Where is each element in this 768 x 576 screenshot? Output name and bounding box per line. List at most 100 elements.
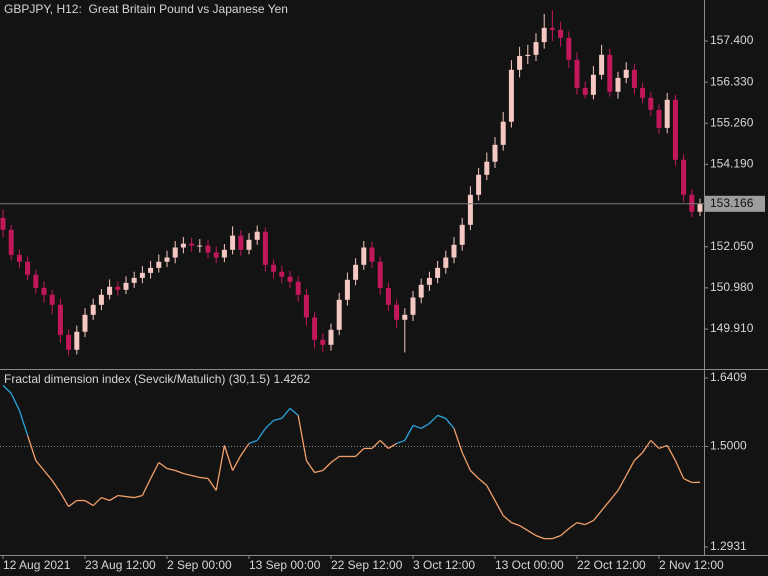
indicator-segment [617, 475, 627, 491]
candle-body [221, 249, 227, 258]
candle-body [197, 245, 203, 247]
indicator-segment [314, 469, 323, 474]
indicator-segment [223, 445, 234, 471]
candle-body [90, 304, 96, 315]
last-price-box [705, 195, 765, 212]
indicator-segment [519, 525, 529, 532]
indicator-segment [281, 407, 291, 419]
indicator-segment [273, 417, 282, 422]
candle-body [689, 194, 695, 212]
x-tick-label: 22 Sep 12:00 [331, 558, 403, 572]
indicator-title: Fractal dimension index (Sevcik/Matulich… [4, 372, 310, 386]
candle-body [476, 174, 482, 195]
indicator-segment [478, 478, 488, 487]
candle-body [640, 87, 646, 98]
indicator-segment [388, 442, 397, 450]
candle-body [320, 339, 326, 345]
candle-body [582, 87, 588, 95]
candle-body [656, 109, 662, 128]
indicator-segment [650, 439, 660, 449]
last-price-label: 153.166 [710, 196, 754, 210]
y-tick-label: 1.2931 [710, 539, 747, 553]
indicator-segment [511, 521, 520, 527]
indicator-segment [117, 494, 127, 498]
indicator-segment [560, 528, 570, 537]
candle-body [517, 55, 523, 70]
indicator-segment [26, 435, 37, 461]
candle-body [607, 54, 613, 92]
candle-body [353, 264, 359, 280]
indicator-segment [428, 414, 439, 424]
indicator-segment [445, 418, 455, 429]
candle-body [115, 286, 121, 290]
candle-body [57, 304, 63, 335]
candle-body [615, 77, 621, 92]
indicator-segment [486, 485, 496, 501]
candle-body [492, 144, 498, 162]
candle-body [697, 203, 703, 212]
indicator-segment [68, 500, 78, 508]
candle-body [451, 244, 457, 258]
candle-body [410, 297, 416, 315]
indicator-segment [642, 440, 652, 453]
indicator-segment [256, 428, 266, 441]
candle-body [131, 277, 137, 283]
indicator-segment [379, 439, 389, 449]
indicator-segment [215, 445, 226, 491]
indicator-segment [264, 419, 275, 429]
candle-body [631, 69, 637, 88]
candle-body [107, 286, 113, 295]
candle-body [230, 235, 236, 250]
indicator-segment [469, 470, 480, 479]
candle-body [664, 99, 670, 128]
y-tick-label: 149.910 [710, 321, 754, 335]
indicator-segment [355, 447, 365, 457]
indicator-segment [633, 452, 644, 461]
x-tick-label: 23 Aug 12:00 [85, 558, 156, 572]
candle-body [377, 261, 383, 288]
candle-body [525, 54, 531, 56]
x-tick-label: 2 Nov 12:00 [659, 558, 724, 572]
candle-body [0, 217, 6, 230]
indicator-segment [437, 414, 447, 420]
candle-body [271, 264, 277, 272]
indicator-segment [666, 445, 676, 461]
candle-body [361, 247, 367, 265]
candle-body [172, 247, 178, 258]
candle-body [681, 159, 687, 195]
indicator-segment [158, 461, 168, 470]
candle-body [312, 317, 318, 340]
indicator-segment [330, 455, 340, 464]
candle-body [262, 231, 268, 265]
candle-body [303, 294, 309, 318]
indicator-segment [305, 460, 316, 473]
candle-body [508, 69, 514, 122]
candle-body [443, 257, 449, 268]
indicator-segment [502, 515, 512, 524]
candle-body [336, 299, 342, 330]
candle-body [385, 287, 391, 305]
indicator-segment [658, 444, 668, 450]
indicator-segment [191, 474, 200, 479]
indicator-segment [535, 535, 545, 540]
y-tick-label: 155.260 [710, 115, 754, 129]
candle-body [623, 69, 629, 78]
candle-body [590, 74, 596, 95]
indicator-segment [453, 428, 463, 453]
candle-body [139, 272, 145, 278]
candle-body [369, 247, 375, 262]
indicator-segment [10, 393, 20, 411]
indicator-segment [59, 492, 70, 507]
indicator-segment [109, 494, 119, 502]
candle-body [8, 229, 14, 255]
candle-body [599, 54, 605, 75]
candle-body [246, 239, 252, 250]
indicator-segment [576, 521, 586, 526]
indicator-segment [297, 415, 308, 461]
candle-body [164, 257, 170, 262]
candle-body [648, 97, 654, 110]
candle-body [25, 261, 31, 275]
indicator-segment [289, 407, 299, 416]
y-tick-label: 154.190 [710, 157, 754, 171]
